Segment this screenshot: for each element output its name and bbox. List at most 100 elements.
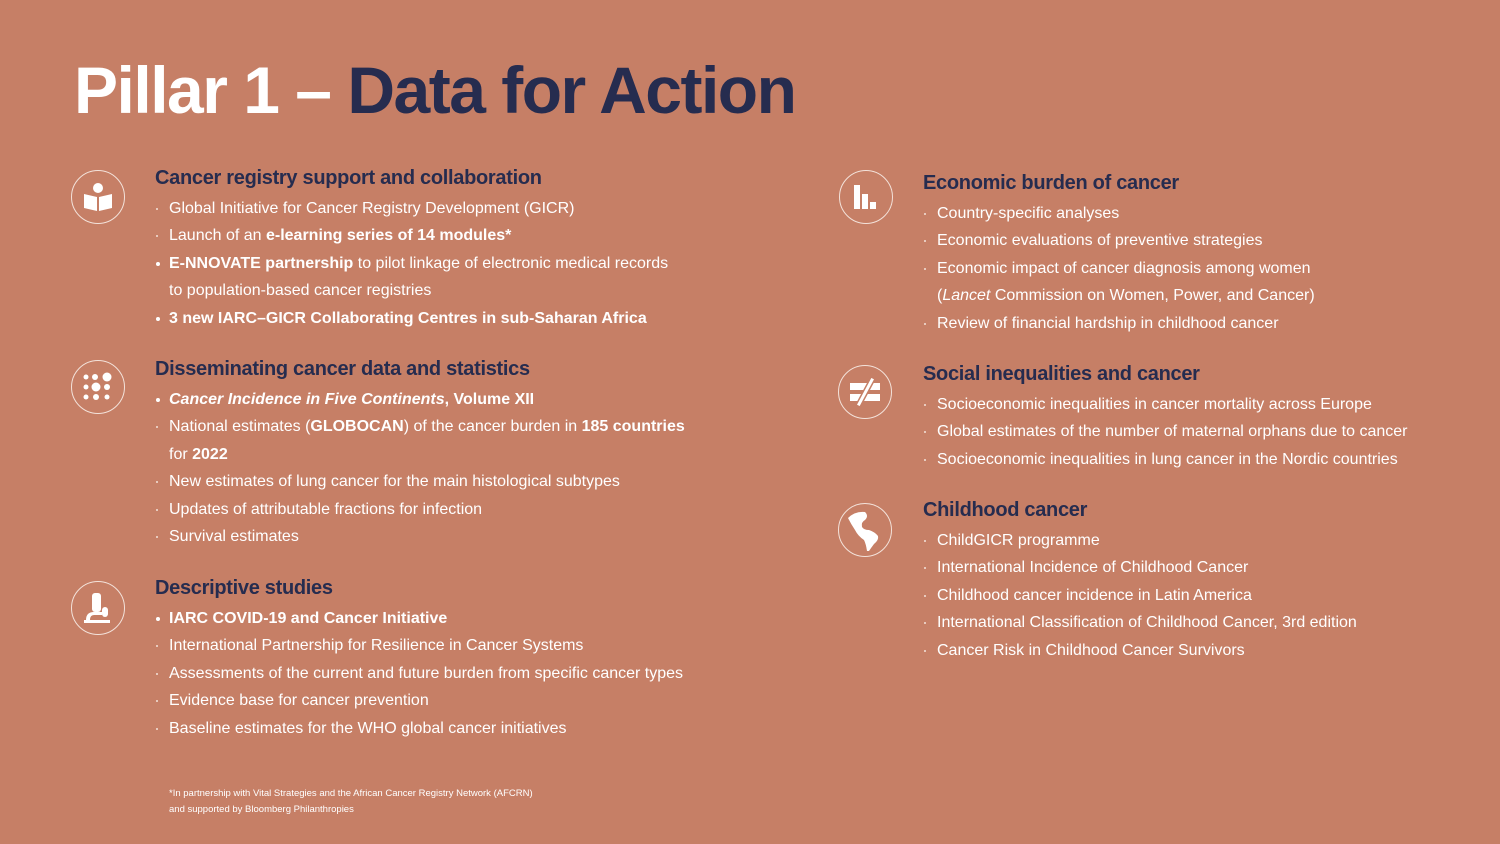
list-item: International Partnership for Resilience… (155, 632, 683, 659)
list-item-line: Socioeconomic inequalities in cancer mor… (923, 391, 1407, 418)
list-item-line: 3 new IARC–GICR Collaborating Centres in… (155, 305, 668, 332)
text-segment: Survival estimates (169, 527, 299, 545)
list-item-line: ChildGICR programme (923, 527, 1357, 554)
text-segment: ) of the cancer burden in (403, 418, 582, 436)
text-segment: Global Initiative for Cancer Registry De… (169, 200, 575, 217)
text-segment: ChildGICR programme (937, 532, 1100, 549)
list-item-line: to population-based cancer registries (155, 277, 668, 304)
list-item: Baseline estimates for the WHO global ca… (155, 715, 683, 742)
bar-chart-icon (839, 170, 893, 224)
list-item: Childhood cancer incidence in Latin Amer… (923, 582, 1357, 609)
list-item-line: Cancer Risk in Childhood Cancer Survivor… (923, 637, 1357, 664)
list-item-line: Evidence base for cancer prevention (155, 687, 683, 714)
text-segment: IARC COVID-19 and Cancer Initiative (169, 610, 448, 627)
bullet-list: IARC COVID-19 and Cancer Initiative Inter… (155, 605, 683, 742)
list-item-line: Economic evaluations of preventive strat… (923, 227, 1315, 254)
text-segment: Socioeconomic inequalities in lung cance… (937, 450, 1398, 468)
list-item: International Classification of Childhoo… (923, 609, 1357, 636)
text-segment: Evidence base for cancer prevention (169, 692, 429, 710)
list-item: Cancer Incidence in Five Continents, Vol… (155, 386, 685, 413)
text-segment: Launch of an (169, 227, 266, 245)
list-item-line: New estimates of lung cancer for the mai… (155, 468, 685, 495)
footnote-line: *In partnership with Vital Strategies an… (169, 788, 533, 799)
reader-book-icon (71, 170, 125, 224)
section-heading: Childhood cancer (923, 499, 1088, 521)
list-item-line: International Classification of Childhoo… (923, 609, 1357, 636)
list-item-line: Economic impact of cancer diagnosis amon… (923, 255, 1315, 282)
text-segment: , Volume XII (444, 391, 535, 408)
section-heading: Social inequalities and cancer (923, 363, 1200, 385)
list-item: Economic impact of cancer diagnosis amon… (923, 255, 1315, 310)
text-segment: International Incidence of Childhood Can… (937, 559, 1249, 577)
dot-grid-icon (71, 360, 125, 414)
text-segment: Economic evaluations of preventive strat… (937, 232, 1263, 250)
footnote-line: and supported by Bloomberg Philanthropie… (169, 804, 354, 815)
list-item-line: Global estimates of the number of matern… (923, 418, 1407, 445)
list-item-line: Survival estimates (155, 523, 685, 550)
bullet-list: ChildGICR programme International Inciden… (923, 527, 1357, 664)
title-prefix: Pillar 1 – (74, 53, 348, 127)
section-heading: Economic burden of cancer (923, 172, 1179, 194)
list-item-line: Review of financial hardship in childhoo… (923, 310, 1315, 337)
page-title: Pillar 1 – Data for Action (74, 52, 797, 128)
text-segment: Assessments of the current and future bu… (169, 664, 684, 682)
bullet-list: Cancer Incidence in Five Continents, Vol… (155, 386, 685, 550)
list-item: Updates of attributable fractions for in… (155, 496, 685, 523)
text-segment: 185 countries (581, 418, 685, 436)
list-item: Survival estimates (155, 523, 685, 550)
list-item-line: International Incidence of Childhood Can… (923, 554, 1357, 581)
text-segment: 2022 (192, 445, 228, 463)
text-segment: 3 new IARC–GICR Collaborating Centres in… (169, 309, 647, 327)
text-segment: to pilot linkage of electronic medical r… (353, 254, 669, 272)
list-item-line: for 2022 (155, 441, 685, 468)
list-item-line: Baseline estimates for the WHO global ca… (155, 715, 683, 742)
text-segment: to population-based cancer registries (169, 282, 432, 300)
text-segment: Economic impact of cancer diagnosis amon… (937, 259, 1311, 277)
microscope-icon (71, 581, 125, 635)
list-item: International Incidence of Childhood Can… (923, 554, 1357, 581)
text-segment: International Partnership for Resilience… (169, 637, 584, 655)
list-item: Country-specific analyses (923, 200, 1315, 227)
list-item: ChildGICR programme (923, 527, 1357, 554)
list-item-line: National estimates (GLOBOCAN) of the can… (155, 413, 685, 440)
not-equal-icon (838, 365, 892, 419)
list-item-line: Updates of attributable fractions for in… (155, 496, 685, 523)
list-item-line: (Lancet Commission on Women, Power, and … (923, 282, 1315, 309)
text-segment: Updates of attributable fractions for in… (169, 500, 483, 518)
list-item: Review of financial hardship in childhoo… (923, 310, 1315, 337)
text-segment: Childhood cancer incidence in Latin Amer… (937, 586, 1252, 604)
list-item: Evidence base for cancer prevention (155, 687, 683, 714)
list-item-line: Global Initiative for Cancer Registry De… (155, 195, 668, 222)
list-item-line: Country-specific analyses (923, 200, 1315, 227)
list-item-line: International Partnership for Resilience… (155, 632, 683, 659)
list-item-line: E-NNOVATE partnership to pilot linkage o… (155, 250, 668, 277)
footnote: *In partnership with Vital Strategies an… (169, 786, 533, 818)
list-item: Cancer Risk in Childhood Cancer Survivor… (923, 637, 1357, 664)
list-item: Launch of an e-learning series of 14 mod… (155, 222, 668, 249)
text-segment: National estimates ( (169, 418, 311, 436)
list-item: Global estimates of the number of matern… (923, 418, 1407, 445)
list-item: Socioeconomic inequalities in cancer mor… (923, 391, 1407, 418)
section-heading: Disseminating cancer data and statistics (155, 358, 530, 380)
text-segment: Review of financial hardship in childhoo… (937, 314, 1279, 332)
text-segment: for (169, 445, 193, 463)
text-segment: Cancer Incidence in Five Continents (169, 391, 445, 408)
list-item: IARC COVID-19 and Cancer Initiative (155, 605, 683, 632)
text-segment: Baseline estimates for the WHO global ca… (169, 719, 567, 737)
list-item-line: Cancer Incidence in Five Continents, Vol… (155, 386, 685, 413)
text-segment: Commission on Women, Power, and Cancer) (990, 287, 1315, 305)
text-segment: GLOBOCAN (310, 418, 404, 436)
list-item: Economic evaluations of preventive strat… (923, 227, 1315, 254)
list-item: National estimates (GLOBOCAN) of the can… (155, 413, 685, 468)
text-segment: Socioeconomic inequalities in cancer mor… (937, 396, 1372, 413)
list-item-line: Socioeconomic inequalities in lung cance… (923, 446, 1407, 473)
list-item: Assessments of the current and future bu… (155, 660, 683, 687)
text-segment: Lancet (942, 287, 991, 305)
list-item-line: IARC COVID-19 and Cancer Initiative (155, 605, 683, 632)
text-segment: ( (937, 287, 943, 305)
list-item: 3 new IARC–GICR Collaborating Centres in… (155, 305, 668, 332)
text-segment: Global estimates of the number of matern… (937, 423, 1408, 441)
text-segment: E-NNOVATE partnership (169, 254, 354, 272)
list-item: New estimates of lung cancer for the mai… (155, 468, 685, 495)
bullet-list: Global Initiative for Cancer Registry De… (155, 195, 668, 332)
